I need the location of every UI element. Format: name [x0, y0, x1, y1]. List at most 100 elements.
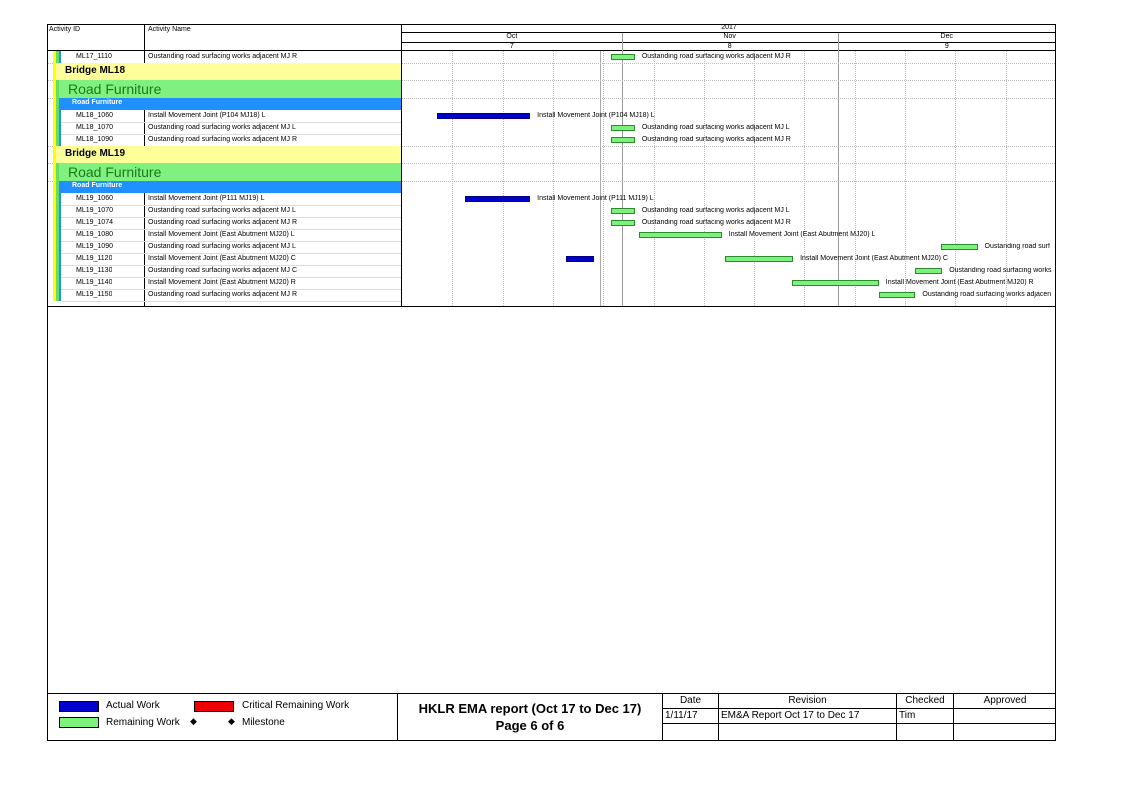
- remaining-work-bar[interactable]: [725, 256, 794, 262]
- activity-name-cell[interactable]: Install Movement Joint (East Abutment MJ…: [148, 279, 296, 286]
- bar-label: Oustanding road surfacing works adjacent…: [641, 124, 790, 131]
- milestone-diamond-icon: ◆: [190, 716, 197, 726]
- activity-name-cell[interactable]: Oustanding road surfacing works adjacent…: [148, 267, 298, 274]
- schedule-frame: [47, 24, 1056, 741]
- wbs-stripe-blue: [59, 193, 61, 205]
- group-title-road-furniture: Road Furniture: [72, 99, 123, 106]
- bar-label: Oustanding road surfacing works: [949, 267, 1052, 274]
- wbs-stripe-green: [56, 217, 59, 229]
- activity-name-cell[interactable]: Install Movement Joint (P104 MJ18) L: [148, 112, 266, 119]
- remaining-work-bar[interactable]: [914, 268, 943, 274]
- header-band: [47, 24, 1056, 51]
- week-gridline: [1005, 51, 1007, 306]
- remaining-work-bar[interactable]: [638, 232, 722, 238]
- wbs-stripe-green: [56, 241, 59, 253]
- wbs-stripe-green: [56, 289, 59, 301]
- wbs-stripe-green: [56, 98, 59, 110]
- activity-id-cell[interactable]: ML18_1070: [76, 124, 113, 131]
- rev-header-checked: Checked: [905, 695, 945, 706]
- rev-col-3: [953, 693, 954, 740]
- month-number: 9: [944, 43, 949, 50]
- activity-id-cell[interactable]: ML19_1090: [76, 243, 113, 250]
- actual-work-bar[interactable]: [565, 256, 595, 262]
- wbs-stripe-green: [56, 110, 59, 122]
- activity-id-cell[interactable]: ML17_1110: [76, 53, 112, 60]
- wbs-stripe-green: [56, 229, 59, 241]
- actual-work-bar[interactable]: [436, 113, 531, 119]
- wbs-stripe-green: [56, 122, 59, 134]
- group-row[interactable]: [48, 80, 1055, 99]
- remaining-work-bar[interactable]: [610, 137, 635, 143]
- name-col-divider: [401, 24, 402, 306]
- activity-name-cell[interactable]: Oustanding road surfacing works adjacent…: [148, 136, 298, 143]
- activity-name-cell[interactable]: Install Movement Joint (P111 MJ19) L: [148, 195, 265, 202]
- activity-name-cell[interactable]: Install Movement Joint (East Abutment MJ…: [148, 255, 296, 262]
- wbs-stripe-green: [56, 80, 59, 98]
- wbs-stripe-blue: [59, 265, 61, 277]
- wbs-stripe-yellow: [53, 193, 56, 205]
- group-band: [59, 163, 401, 181]
- activity-id-cell[interactable]: ML19_1150: [76, 291, 113, 298]
- wbs-stripe-green: [56, 253, 59, 265]
- bar-label: Install Movement Joint (East Abutment MJ…: [728, 231, 876, 238]
- year-label: 2017: [721, 24, 737, 31]
- row-divider: [61, 241, 401, 242]
- remaining-work-bar[interactable]: [940, 244, 978, 250]
- activity-name-cell[interactable]: Install Movement Joint (East Abutment MJ…: [148, 231, 295, 238]
- legend-actual-label: Actual Work: [106, 700, 160, 711]
- group-row[interactable]: [48, 146, 1055, 164]
- week-gridline: [603, 51, 605, 306]
- rev-header-revision: Revision: [788, 695, 827, 706]
- week-gridline: [905, 51, 907, 306]
- activity-id-cell[interactable]: ML19_1060: [76, 195, 113, 202]
- rev-checked: Tim: [899, 710, 916, 721]
- activity-name-cell[interactable]: Oustanding road surfacing works adjacent…: [148, 243, 296, 250]
- group-row[interactable]: [48, 98, 1055, 111]
- activity-name-cell[interactable]: Oustanding road surfacing works adjacent…: [148, 53, 298, 60]
- report-title: HKLR EMA report (Oct 17 to Dec 17): [418, 701, 642, 716]
- footer-divider-1: [397, 693, 398, 740]
- remaining-work-bar[interactable]: [610, 125, 635, 131]
- activity-id-cell[interactable]: ML18_1060: [76, 112, 113, 119]
- bar-label: Oustanding road surfacing works adjacen: [922, 291, 1052, 298]
- row-divider: [61, 217, 401, 218]
- group-row[interactable]: [48, 63, 1055, 81]
- group-row[interactable]: [48, 181, 1055, 194]
- activity-id-cell[interactable]: ML19_1140: [76, 279, 113, 286]
- rev-text: EM&A Report Oct 17 to Dec 17: [721, 710, 860, 721]
- remaining-work-bar[interactable]: [792, 280, 879, 286]
- header-activity-id[interactable]: Activity ID: [49, 26, 81, 33]
- activity-id-cell[interactable]: ML19_1074: [76, 219, 113, 226]
- remaining-work-bar[interactable]: [610, 54, 635, 60]
- bar-label: Oustanding road surf: [984, 243, 1050, 250]
- remaining-work-bar[interactable]: [879, 292, 916, 298]
- remaining-work-bar[interactable]: [610, 208, 635, 214]
- month-label: Dec: [940, 33, 953, 40]
- bar-label: Oustanding road surfacing works adjacent…: [641, 136, 791, 143]
- wbs-stripe-blue: [59, 277, 61, 289]
- group-band: [61, 181, 401, 193]
- activity-id-cell[interactable]: ML19_1070: [76, 207, 113, 214]
- page-number: Page 6 of 6: [495, 718, 565, 733]
- wbs-stripe-blue: [59, 229, 61, 241]
- wbs-stripe-blue: [59, 253, 61, 265]
- month-number: 8: [727, 43, 732, 50]
- milestone-diamond-icon-2: ◆: [228, 716, 235, 726]
- activity-id-cell[interactable]: ML18_1090: [76, 136, 113, 143]
- wbs-stripe-yellow: [53, 122, 56, 134]
- activity-id-cell[interactable]: ML19_1120: [76, 255, 113, 262]
- row-divider: [61, 301, 401, 302]
- group-band: [56, 63, 401, 80]
- activity-name-cell[interactable]: Oustanding road surfacing works adjacent…: [148, 219, 298, 226]
- group-row[interactable]: [48, 163, 1055, 182]
- activity-id-cell[interactable]: ML19_1080: [76, 231, 113, 238]
- row-divider: [61, 205, 401, 206]
- remaining-work-bar[interactable]: [610, 220, 635, 226]
- activity-id-cell[interactable]: ML19_1130: [76, 267, 113, 274]
- activity-name-cell[interactable]: Oustanding road surfacing works adjacent…: [148, 207, 296, 214]
- activity-name-cell[interactable]: Oustanding road surfacing works adjacent…: [148, 124, 296, 131]
- activity-name-cell[interactable]: Oustanding road surfacing works adjacent…: [148, 291, 298, 298]
- header-activity-name[interactable]: Activity Name: [148, 26, 191, 33]
- wbs-stripe-blue: [59, 289, 61, 301]
- actual-work-bar[interactable]: [465, 196, 531, 202]
